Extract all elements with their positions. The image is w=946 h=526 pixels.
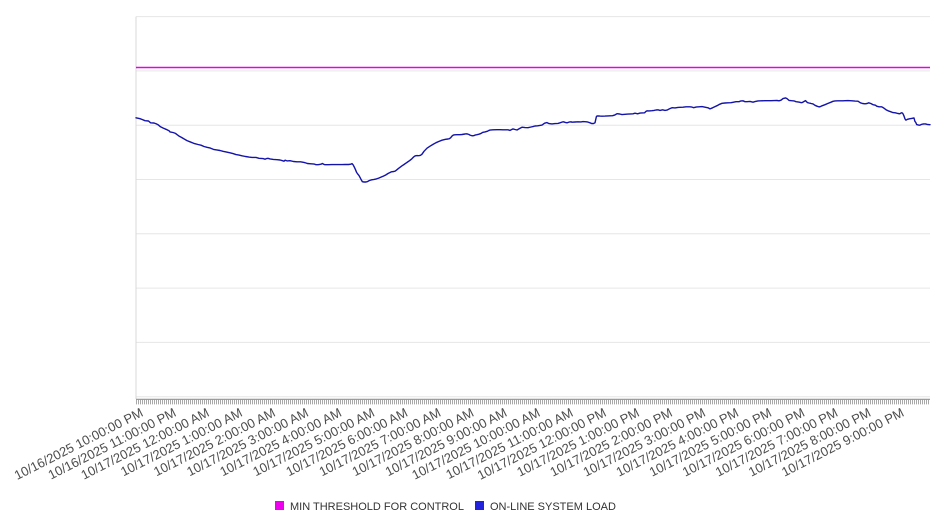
svg-text:ON-LINE SYSTEM LOAD: ON-LINE SYSTEM LOAD	[490, 501, 616, 513]
svg-text:MIN THRESHOLD FOR CONTROL: MIN THRESHOLD FOR CONTROL	[290, 501, 464, 513]
